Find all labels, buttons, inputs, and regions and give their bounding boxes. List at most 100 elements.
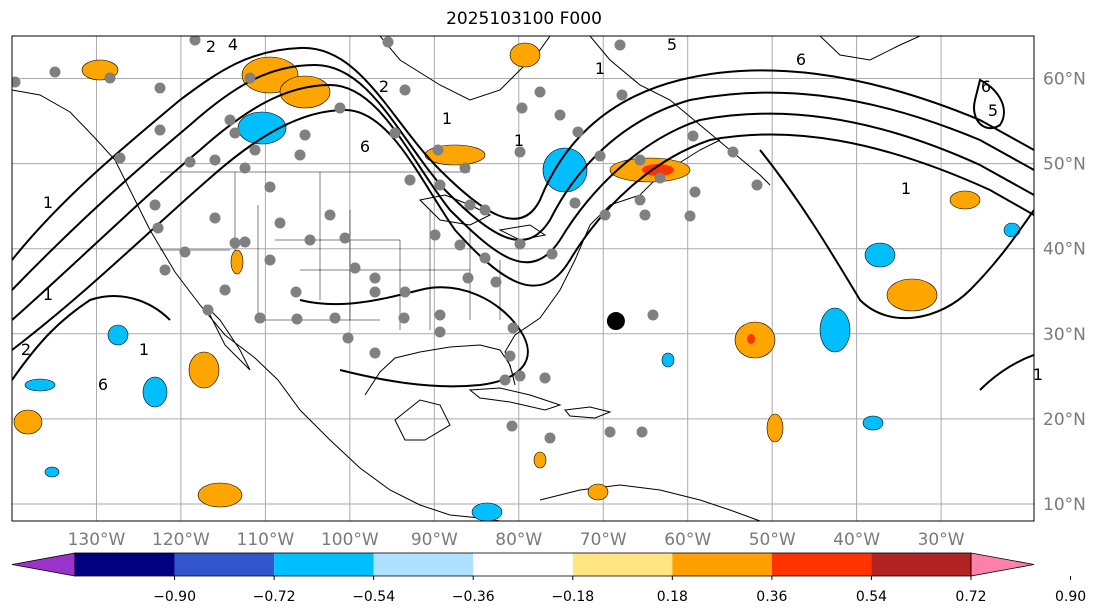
longitude-labels: 130°W 120°W 110°W 100°W 90°W 80°W 70°W 60°W 50°W… bbox=[68, 530, 965, 550]
contour-ne-atlantic bbox=[973, 78, 1005, 130]
station-marker bbox=[514, 370, 526, 382]
colorbar-extend-low bbox=[11, 552, 76, 577]
positive-anomaly-region bbox=[279, 75, 331, 109]
negative-anomaly-region bbox=[542, 147, 588, 193]
station-marker bbox=[349, 262, 361, 274]
station-marker bbox=[479, 252, 491, 264]
station-marker bbox=[209, 154, 221, 166]
colorbar bbox=[11, 552, 1035, 577]
station-marker bbox=[572, 126, 584, 138]
longitude-label: 100°W bbox=[321, 530, 379, 550]
station-marker bbox=[154, 124, 166, 136]
coastlines bbox=[12, 36, 921, 521]
station-marker bbox=[104, 72, 116, 84]
contour-se-atlantic bbox=[979, 354, 1034, 391]
station-marker bbox=[599, 209, 611, 221]
positive-anomaly-region bbox=[230, 249, 244, 275]
latitude-label: 60°N bbox=[1043, 70, 1086, 90]
station-marker bbox=[239, 236, 251, 248]
negative-anomaly-region bbox=[819, 307, 851, 353]
station-marker bbox=[189, 36, 201, 46]
positive-anomaly-region bbox=[587, 483, 609, 501]
longitude-label: 130°W bbox=[68, 530, 126, 550]
station-marker bbox=[159, 264, 171, 276]
colorbar-tick-label: −0.72 bbox=[253, 589, 296, 605]
colorbar-segment bbox=[871, 553, 971, 576]
station-marker bbox=[454, 239, 466, 251]
positive-anomaly-region bbox=[197, 482, 243, 508]
station-marker bbox=[149, 199, 161, 211]
latitude-label: 50°N bbox=[1043, 155, 1086, 175]
longitude-label: 30°W bbox=[918, 530, 965, 550]
contour-label: 1 bbox=[595, 59, 605, 78]
longitude-label: 90°W bbox=[411, 530, 458, 550]
station-marker bbox=[479, 204, 491, 216]
station-marker bbox=[534, 86, 546, 98]
station-marker bbox=[539, 372, 551, 384]
contour-label: 2 bbox=[379, 77, 389, 96]
longitude-label: 70°W bbox=[580, 530, 627, 550]
contour-trough-1 bbox=[299, 286, 529, 388]
station-marker bbox=[434, 179, 446, 191]
station-marker bbox=[434, 326, 446, 338]
station-marker bbox=[546, 248, 558, 260]
contour-label: 5 bbox=[988, 101, 998, 120]
colorbar-segment bbox=[672, 553, 772, 576]
strong-anomaly-region bbox=[642, 164, 674, 176]
station-marker bbox=[291, 313, 303, 325]
positive-anomaly-region bbox=[886, 278, 938, 312]
station-marker bbox=[339, 232, 351, 244]
station-marker bbox=[244, 72, 256, 84]
station-marker bbox=[514, 146, 526, 158]
station-marker bbox=[369, 272, 381, 284]
station-marker bbox=[290, 286, 302, 298]
negative-anomaly-region bbox=[107, 324, 129, 346]
colorbar-segment bbox=[473, 553, 573, 576]
contour-label: 1 bbox=[514, 131, 524, 150]
contour-label: 6 bbox=[98, 375, 108, 394]
contour-label: 1 bbox=[139, 340, 149, 359]
station-marker bbox=[544, 432, 556, 444]
station-marker bbox=[636, 426, 648, 438]
positive-anomaly-region bbox=[533, 451, 547, 469]
station-marker bbox=[264, 181, 276, 193]
gulf-coast bbox=[364, 139, 721, 396]
contour-label: 6 bbox=[796, 50, 806, 69]
station-marker bbox=[464, 199, 476, 211]
station-marker bbox=[249, 144, 261, 156]
station-marker bbox=[229, 237, 241, 249]
station-marker bbox=[389, 127, 401, 139]
contour-label: 1 bbox=[901, 179, 911, 198]
station-marker bbox=[114, 152, 126, 164]
positive-anomaly-region bbox=[734, 321, 776, 359]
colorbar-segment bbox=[373, 553, 474, 576]
contour-lines bbox=[12, 46, 1034, 391]
shaded-regions bbox=[13, 42, 1021, 521]
station-marker bbox=[499, 374, 511, 386]
station-marker bbox=[434, 309, 446, 321]
station-marker bbox=[490, 276, 502, 288]
station-marker bbox=[329, 312, 341, 324]
map-frame bbox=[11, 35, 1035, 522]
yucatan bbox=[394, 399, 451, 441]
contour-east-ridge bbox=[759, 149, 1034, 320]
station-marker bbox=[239, 162, 251, 174]
contour-label: 6 bbox=[981, 77, 991, 96]
longitude-label: 80°W bbox=[495, 530, 542, 550]
station-marker bbox=[154, 82, 166, 94]
negative-anomaly-region bbox=[24, 378, 56, 392]
station-marker bbox=[614, 39, 626, 51]
colorbar-tick-label: −0.54 bbox=[352, 589, 395, 605]
contour-label: 1 bbox=[43, 193, 53, 212]
station-marker bbox=[634, 154, 646, 166]
labrador bbox=[589, 36, 771, 186]
contour-label: 1 bbox=[442, 109, 452, 128]
latitude-label: 40°N bbox=[1043, 240, 1086, 260]
colorbar-tick-label: 0.36 bbox=[756, 589, 787, 605]
negative-anomaly-region bbox=[471, 502, 503, 521]
colorbar-frame bbox=[74, 552, 972, 577]
station-marker bbox=[504, 350, 516, 362]
contour-label: 1 bbox=[1033, 365, 1043, 384]
longitude-label: 110°W bbox=[237, 530, 295, 550]
station-marker bbox=[12, 76, 21, 88]
